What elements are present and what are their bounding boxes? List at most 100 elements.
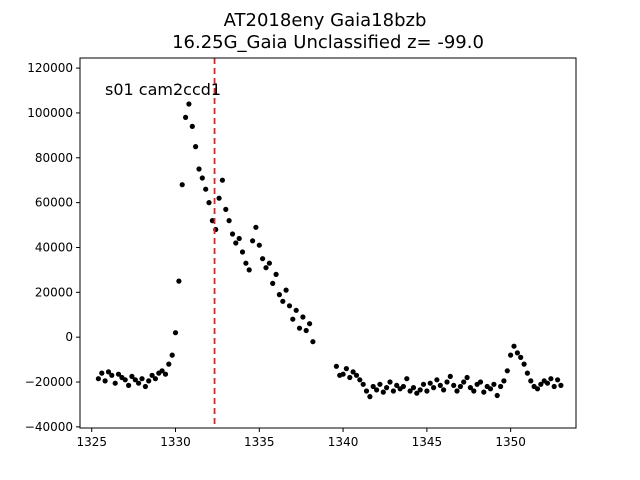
data-point [487, 386, 494, 392]
data-point [437, 382, 443, 388]
data-point [263, 265, 269, 271]
data-point [132, 377, 138, 383]
data-point [102, 378, 108, 384]
data-point [555, 377, 561, 383]
data-point [219, 177, 225, 183]
data-point [115, 371, 122, 377]
data-point [152, 376, 158, 382]
x-tick-label: 1345 [412, 435, 443, 449]
data-point [169, 352, 175, 358]
plot-frame [79, 57, 577, 429]
data-point [444, 379, 450, 385]
data-point [374, 387, 380, 393]
data-point [377, 381, 383, 387]
data-point [293, 307, 299, 313]
y-tick-label: 100000 [27, 106, 73, 120]
data-point [524, 370, 531, 376]
data-point [186, 101, 192, 107]
data-point [286, 303, 293, 309]
data-point [357, 377, 363, 383]
data-point [146, 378, 152, 384]
ccd-annotation: s01 cam2ccd1 [105, 80, 221, 99]
data-point [417, 387, 423, 393]
x-tick-label: 1335 [244, 435, 275, 449]
data-point [142, 383, 148, 390]
x-tick-label: 1330 [160, 435, 191, 449]
data-point [407, 388, 413, 394]
data-point [129, 373, 135, 379]
data-point [206, 200, 212, 206]
data-point [548, 376, 554, 382]
data-point [390, 388, 396, 394]
data-point [310, 339, 316, 345]
data-point [166, 361, 172, 367]
data-point [109, 372, 115, 378]
data-point [431, 385, 437, 391]
data-point [367, 394, 373, 400]
data-point [246, 267, 252, 273]
data-point [236, 235, 242, 242]
y-tick-label: −40000 [25, 420, 73, 434]
data-point [183, 114, 189, 120]
data-point [303, 327, 309, 334]
data-point [256, 242, 262, 248]
data-point [454, 388, 460, 394]
data-points [95, 101, 564, 400]
data-point [558, 382, 564, 388]
chart-title-line1: AT2018eny Gaia18bzb [224, 10, 427, 31]
data-point [179, 182, 185, 188]
data-point [370, 383, 376, 390]
data-point [193, 144, 199, 150]
data-point [544, 380, 551, 386]
data-point [363, 388, 370, 394]
y-tick-label: 80000 [35, 151, 73, 165]
data-point [538, 381, 544, 387]
data-point [95, 376, 101, 382]
data-point [99, 370, 105, 376]
data-point [260, 256, 266, 262]
data-point [300, 314, 306, 320]
data-point [394, 382, 400, 388]
x-tick-label: 1350 [495, 435, 526, 449]
x-axis-ticks: 1325 1330 1335 1340 1345 1350 [76, 428, 526, 449]
data-point [176, 278, 182, 284]
data-point [410, 385, 417, 391]
data-point [136, 380, 142, 386]
data-point [528, 378, 534, 384]
data-point [199, 175, 205, 181]
data-point [273, 271, 279, 277]
data-point [216, 195, 222, 201]
data-point [280, 298, 286, 304]
data-point [283, 287, 289, 293]
data-point [400, 383, 406, 390]
data-point [343, 366, 349, 372]
y-axis-ticks: −40000 −20000 0 20000 40000 60000 80000 100000 1… [25, 61, 80, 434]
data-point [464, 374, 470, 381]
data-point [149, 372, 155, 378]
data-point [159, 368, 165, 374]
y-tick-label: 40000 [35, 240, 73, 254]
data-point [380, 389, 386, 395]
data-point [223, 206, 229, 212]
data-point [307, 321, 313, 327]
data-point [350, 369, 356, 375]
plot-area [80, 58, 576, 428]
data-point [353, 372, 360, 378]
data-point [384, 385, 390, 391]
data-point [226, 218, 232, 224]
x-tick-label: 1340 [328, 435, 359, 449]
data-point [514, 350, 521, 356]
data-point [420, 381, 427, 387]
data-point [481, 389, 487, 395]
data-point [461, 379, 467, 385]
data-point [347, 374, 353, 381]
data-point [239, 249, 246, 255]
data-point [494, 392, 500, 399]
data-point [518, 354, 524, 360]
data-point [266, 260, 272, 266]
data-point [290, 316, 296, 322]
data-point [250, 238, 256, 244]
data-point [139, 376, 145, 382]
data-point [105, 369, 112, 375]
